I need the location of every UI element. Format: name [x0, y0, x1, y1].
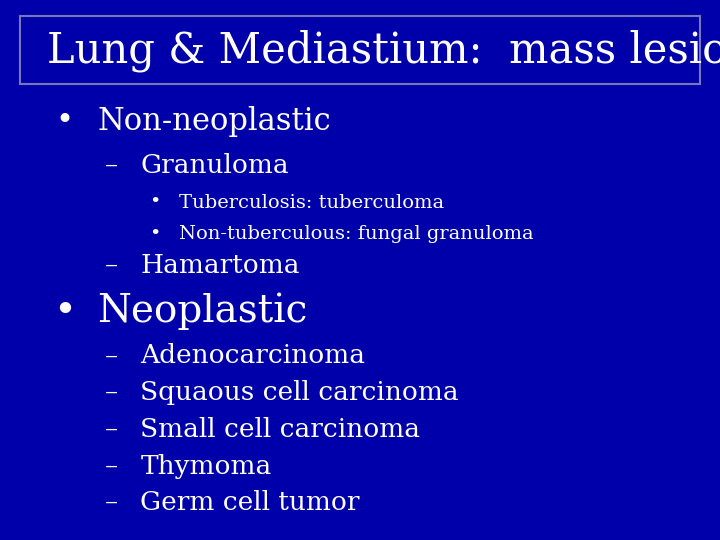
Text: Tuberculosis: tuberculoma: Tuberculosis: tuberculoma: [179, 193, 444, 212]
Text: –: –: [105, 380, 118, 405]
Text: –: –: [105, 454, 118, 478]
Text: Squaous cell carcinoma: Squaous cell carcinoma: [140, 380, 459, 405]
Text: –: –: [105, 153, 118, 178]
Text: Thymoma: Thymoma: [140, 454, 271, 478]
Text: Non-neoplastic: Non-neoplastic: [97, 106, 330, 137]
Text: •: •: [55, 106, 74, 137]
Text: •: •: [149, 225, 161, 243]
Text: Neoplastic: Neoplastic: [97, 293, 307, 330]
Text: –: –: [105, 490, 118, 515]
Text: –: –: [105, 343, 118, 368]
Text: Germ cell tumor: Germ cell tumor: [140, 490, 360, 515]
Text: Adenocarcinoma: Adenocarcinoma: [140, 343, 365, 368]
Text: Non-tuberculous: fungal granuloma: Non-tuberculous: fungal granuloma: [179, 225, 534, 243]
Text: Hamartoma: Hamartoma: [140, 253, 300, 278]
FancyBboxPatch shape: [20, 16, 700, 84]
Text: •: •: [149, 193, 161, 212]
Text: –: –: [105, 417, 118, 442]
Text: –: –: [105, 253, 118, 278]
Text: Small cell carcinoma: Small cell carcinoma: [140, 417, 420, 442]
Text: Granuloma: Granuloma: [140, 153, 289, 178]
Text: Lung & Mediastium:  mass lesions: Lung & Mediastium: mass lesions: [47, 30, 720, 72]
Text: •: •: [53, 293, 76, 330]
